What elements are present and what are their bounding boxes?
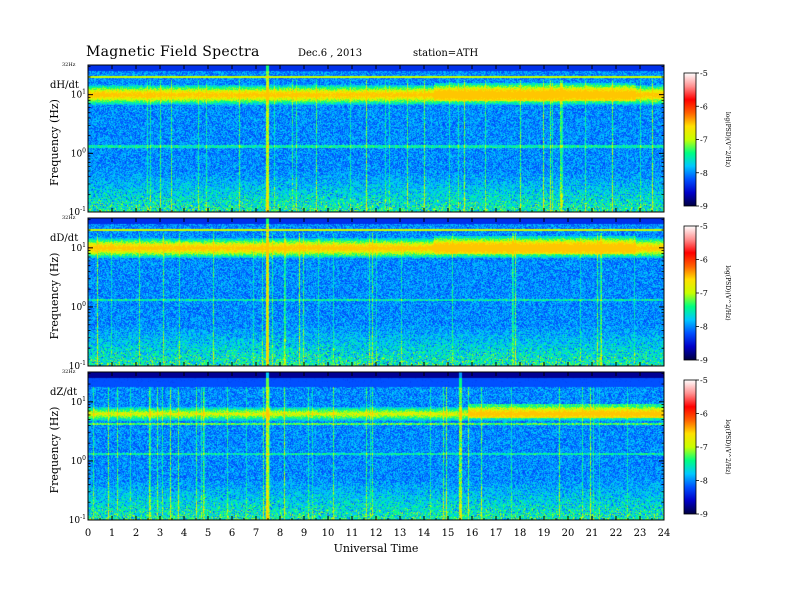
x-tick-label: 18 <box>514 528 527 539</box>
x-tick-label: 23 <box>634 528 647 539</box>
spectrogram-image <box>88 218 664 366</box>
y-axis-label: Frequency (Hz) <box>48 99 61 186</box>
spectrogram-image <box>88 372 664 520</box>
x-tick-label: 14 <box>418 528 431 539</box>
x-tick-label: 11 <box>346 528 359 539</box>
x-tick-label: 10 <box>322 528 335 539</box>
x-tick-label: 2 <box>133 528 139 539</box>
color-bar-tick-label: -6 <box>700 102 708 111</box>
x-tick-label: 7 <box>253 528 259 539</box>
color-bar-tick-label: -7 <box>700 136 708 145</box>
panel-label: dD/dt <box>50 233 78 244</box>
x-tick-label: 9 <box>301 528 307 539</box>
top-frequency-label: 32Hz <box>62 215 76 221</box>
x-tick-label: 3 <box>157 528 163 539</box>
y-tick-label: 100 <box>71 301 86 313</box>
x-tick-label: 0 <box>85 528 91 539</box>
y-tick-label: 10-1 <box>69 206 86 218</box>
color-bar <box>683 225 697 361</box>
spectrogram-panel: dH/dt 32Hz 101 100 10-1 Frequency (Hz) -5 -6 -7 -… <box>48 62 731 218</box>
x-tick-label: 8 <box>277 528 283 539</box>
x-tick-label: 15 <box>442 528 455 539</box>
color-bar-label: log(PSD)(V^2/Hz) <box>724 112 731 167</box>
color-bar-label: log(PSD)(V^2/Hz) <box>724 265 731 320</box>
color-bar-tick-label: -5 <box>700 376 708 385</box>
color-bar-label: log(PSD)(V^2/Hz) <box>724 419 731 474</box>
spectrogram-panel: dD/dt 32Hz 101 100 10-1 Frequency (Hz) -5 -6 -7 -… <box>48 215 731 372</box>
color-bar-tick-label: -9 <box>700 510 708 519</box>
color-bar-tick-label: -6 <box>700 256 708 265</box>
figure-title: Magnetic Field Spectra <box>86 44 260 60</box>
color-bar-tick-label: -5 <box>700 69 708 78</box>
color-bar-tick-label: -9 <box>700 356 708 365</box>
x-tick-label: 12 <box>370 528 383 539</box>
x-tick-label: 24 <box>658 528 671 539</box>
top-frequency-label: 32Hz <box>62 369 76 375</box>
color-bar-tick-label: -8 <box>700 169 708 178</box>
x-tick-label: 1 <box>109 528 115 539</box>
x-tick-label: 20 <box>562 528 575 539</box>
x-tick-label: 21 <box>586 528 599 539</box>
color-bar-tick-label: -9 <box>700 202 708 211</box>
x-tick-label: 13 <box>394 528 407 539</box>
y-tick-label: 101 <box>71 396 86 408</box>
color-bar-tick-label: -8 <box>700 477 708 486</box>
y-axis-label: Frequency (Hz) <box>48 253 61 340</box>
top-frequency-label: 32Hz <box>62 62 76 68</box>
figure-station: station=ATH <box>413 48 479 59</box>
y-tick-label: 101 <box>71 242 86 254</box>
color-bar-tick-label: -5 <box>700 222 708 231</box>
panel-label: dZ/dt <box>50 387 77 398</box>
color-bar-tick-label: -7 <box>700 289 708 298</box>
y-tick-label: 10-1 <box>69 514 86 526</box>
y-tick-label: 101 <box>71 89 86 101</box>
x-tick-label: 5 <box>205 528 211 539</box>
x-tick-label: 19 <box>538 528 551 539</box>
figure-date: Dec.6 , 2013 <box>298 48 363 59</box>
x-tick-label: 22 <box>610 528 623 539</box>
panel-label: dH/dt <box>50 80 79 91</box>
color-bar-tick-label: -6 <box>700 410 708 419</box>
y-tick-label: 10-1 <box>69 360 86 372</box>
x-tick-label: 16 <box>466 528 479 539</box>
y-tick-label: 100 <box>71 147 86 159</box>
x-tick-label: 6 <box>229 528 235 539</box>
color-bar <box>683 379 697 515</box>
color-bar-tick-label: -7 <box>700 443 708 452</box>
spectrogram-image <box>88 65 664 212</box>
x-tick-label: 4 <box>181 528 187 539</box>
color-bar-tick-label: -8 <box>700 323 708 332</box>
x-axis-label: Universal Time <box>334 542 419 555</box>
y-axis-label: Frequency (Hz) <box>48 407 61 494</box>
color-bar <box>683 72 697 207</box>
x-tick-label: 17 <box>490 528 503 539</box>
y-tick-label: 100 <box>71 455 86 467</box>
